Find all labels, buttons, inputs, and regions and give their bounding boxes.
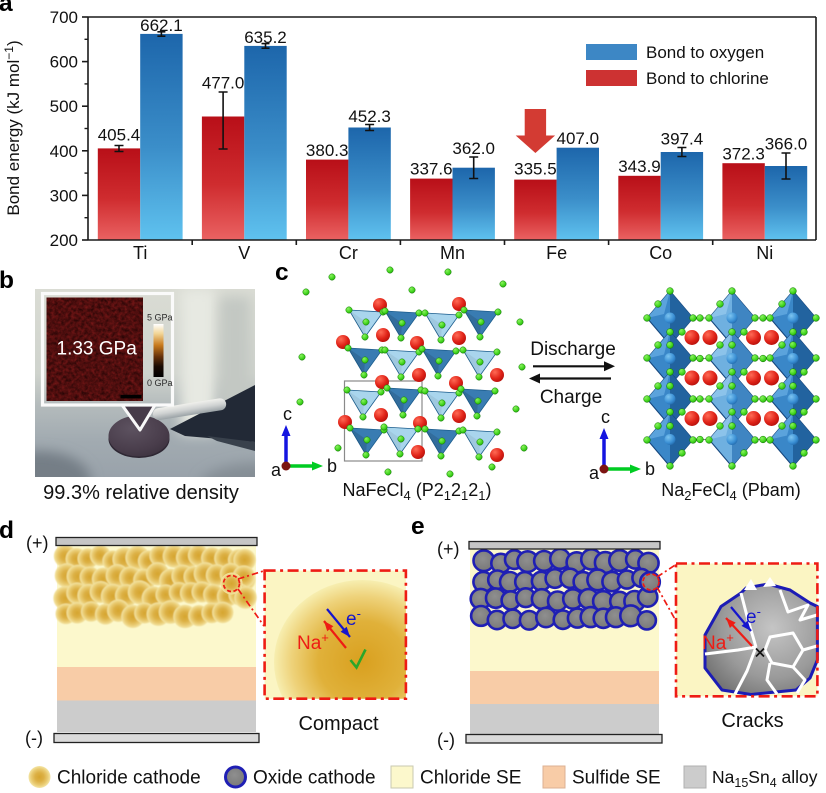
svg-text:372.3: 372.3 xyxy=(722,145,765,164)
svg-text:Ni: Ni xyxy=(756,243,773,262)
svg-text:477.0: 477.0 xyxy=(202,74,245,93)
svg-text:b: b xyxy=(327,456,337,476)
svg-text:Chloride SE: Chloride SE xyxy=(420,768,521,789)
svg-text:380.3: 380.3 xyxy=(306,141,349,160)
svg-text:c: c xyxy=(601,407,610,427)
svg-text:335.5: 335.5 xyxy=(514,160,557,179)
svg-text:600: 600 xyxy=(50,53,78,72)
svg-text:0 GPa: 0 GPa xyxy=(147,378,173,388)
svg-text:a: a xyxy=(589,463,600,483)
svg-text:Sulfide SE: Sulfide SE xyxy=(572,768,661,789)
svg-text:(+): (+) xyxy=(26,533,49,553)
svg-text:300: 300 xyxy=(50,186,78,205)
svg-text:V: V xyxy=(238,243,250,262)
svg-text:400: 400 xyxy=(50,142,78,161)
svg-text:(-): (-) xyxy=(25,728,43,748)
svg-text:Compact: Compact xyxy=(298,713,378,735)
svg-text:405.4: 405.4 xyxy=(98,126,141,145)
svg-text:700: 700 xyxy=(50,8,78,27)
svg-text:Discharge: Discharge xyxy=(530,339,616,360)
svg-text:(+): (+) xyxy=(437,539,460,559)
svg-text:Co: Co xyxy=(649,243,672,262)
svg-text:Oxide cathode: Oxide cathode xyxy=(253,768,376,789)
svg-text:662.1: 662.1 xyxy=(140,16,183,35)
svg-text:c: c xyxy=(283,404,292,424)
svg-text:Bond to chlorine: Bond to chlorine xyxy=(646,69,769,88)
svg-text:Charge: Charge xyxy=(540,387,602,408)
svg-text:b: b xyxy=(645,459,655,479)
svg-text:500: 500 xyxy=(50,97,78,116)
svg-text:NaFeCl4 (P212121): NaFeCl4 (P212121) xyxy=(343,480,492,503)
svg-text:Na2FeCl4 (Pbam): Na2FeCl4 (Pbam) xyxy=(661,480,801,503)
svg-text:Mn: Mn xyxy=(440,243,465,262)
svg-text:Bond energy (kJ mol−1): Bond energy (kJ mol−1) xyxy=(2,40,23,215)
svg-text:Cr: Cr xyxy=(339,243,358,262)
svg-text:5 GPa: 5 GPa xyxy=(147,313,173,323)
svg-text:Bond to oxygen: Bond to oxygen xyxy=(646,43,764,62)
svg-text:366.0: 366.0 xyxy=(765,135,808,154)
svg-text:337.6: 337.6 xyxy=(410,160,453,179)
svg-text:(-): (-) xyxy=(437,730,455,750)
svg-text:343.9: 343.9 xyxy=(618,157,661,176)
svg-text:Na15Sn4 alloy: Na15Sn4 alloy xyxy=(712,767,818,790)
svg-text:362.0: 362.0 xyxy=(452,139,495,158)
svg-text:407.0: 407.0 xyxy=(557,129,600,148)
svg-text:a: a xyxy=(271,460,282,480)
svg-text:Cracks: Cracks xyxy=(721,710,783,732)
svg-text:635.2: 635.2 xyxy=(244,28,287,47)
svg-text:Chloride cathode: Chloride cathode xyxy=(57,768,201,789)
svg-text:Fe: Fe xyxy=(546,243,567,262)
svg-text:Ti: Ti xyxy=(133,243,147,262)
svg-text:452.3: 452.3 xyxy=(348,107,391,126)
svg-text:397.4: 397.4 xyxy=(661,130,704,149)
svg-text:200: 200 xyxy=(50,231,78,250)
svg-text:1.33 GPa: 1.33 GPa xyxy=(57,339,138,360)
